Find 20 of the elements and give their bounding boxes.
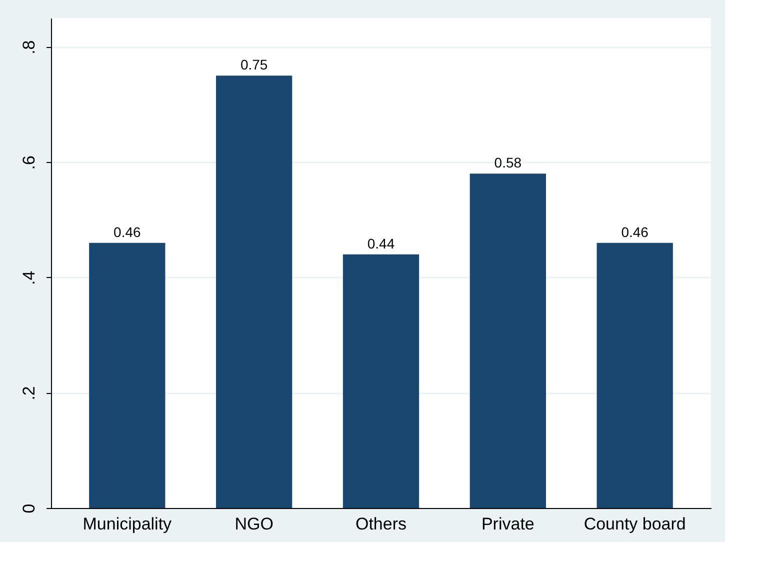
y-tick-label: .2: [20, 386, 38, 400]
bar: [89, 242, 166, 508]
data-label: 0.75: [240, 56, 268, 73]
x-tick-label: Municipality: [82, 514, 172, 534]
bar: [216, 76, 292, 508]
bar: [596, 242, 673, 508]
data-label: 0.46: [621, 224, 649, 240]
x-tick-label: NGO: [234, 514, 274, 534]
data-label: 0.46: [114, 224, 141, 240]
data-label: 0.44: [367, 235, 395, 252]
x-tick-label: County board: [584, 514, 686, 534]
data-label: 0.58: [494, 154, 522, 171]
y-tick-label: .8: [20, 40, 38, 54]
bar: [342, 254, 420, 508]
x-tick-label: Others: [355, 514, 407, 534]
x-tick-label: Private: [481, 514, 534, 534]
bar: [470, 174, 546, 508]
y-tick-label: 0: [20, 504, 38, 514]
y-tick-label: .4: [20, 270, 38, 286]
y-tick-label: .6: [20, 156, 38, 170]
